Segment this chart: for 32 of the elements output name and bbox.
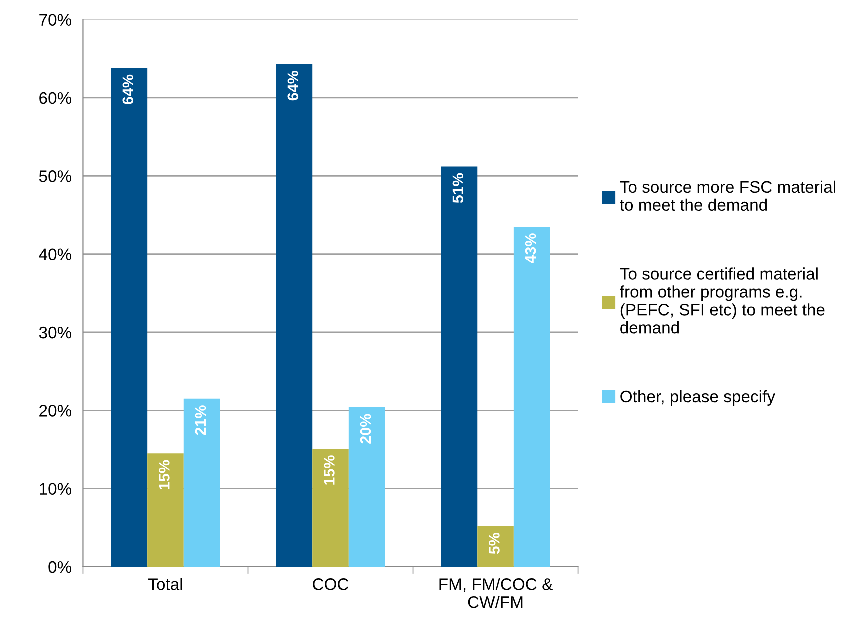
data-label: 15% (324, 456, 335, 485)
y-tick-label: 30% (39, 326, 72, 339)
data-label: 5% (489, 533, 500, 554)
y-tick-label: 20% (40, 405, 72, 417)
x-tick-label: FM, FM/COC & CW/FM (440, 578, 553, 608)
bar (348, 408, 386, 568)
y-tick-label: 40% (39, 248, 72, 261)
y-tick-label: 70% (40, 14, 72, 26)
data-label: 15% (159, 460, 170, 490)
data-label: 21% (195, 406, 206, 436)
bar (514, 226, 550, 568)
y-tick-label: 60% (40, 92, 72, 104)
data-label: 64% (288, 71, 299, 101)
bar (276, 64, 313, 568)
bar (184, 398, 220, 568)
y-tick-label: 0% (48, 561, 72, 574)
bar (312, 448, 349, 568)
x-tick-label: COC (313, 578, 349, 590)
bar (111, 68, 148, 568)
legend-label: To source certified material from other programs e.g. (PEFC, SFI etc) to meet the demand (620, 268, 825, 334)
y-tick-label: 10% (40, 483, 72, 496)
data-label: 20% (360, 414, 372, 444)
bar (148, 454, 184, 568)
data-label: 64% (122, 74, 134, 105)
bar (441, 166, 478, 568)
data-label: 51% (452, 173, 464, 204)
x-tick-label: Total (148, 578, 182, 590)
legend-label: To source more FSC material to meet the demand (620, 180, 836, 212)
bar (478, 526, 514, 568)
legend-label: Other, please specify (620, 390, 776, 406)
y-tick-label: 50% (39, 170, 72, 182)
data-label: 43% (525, 234, 536, 264)
